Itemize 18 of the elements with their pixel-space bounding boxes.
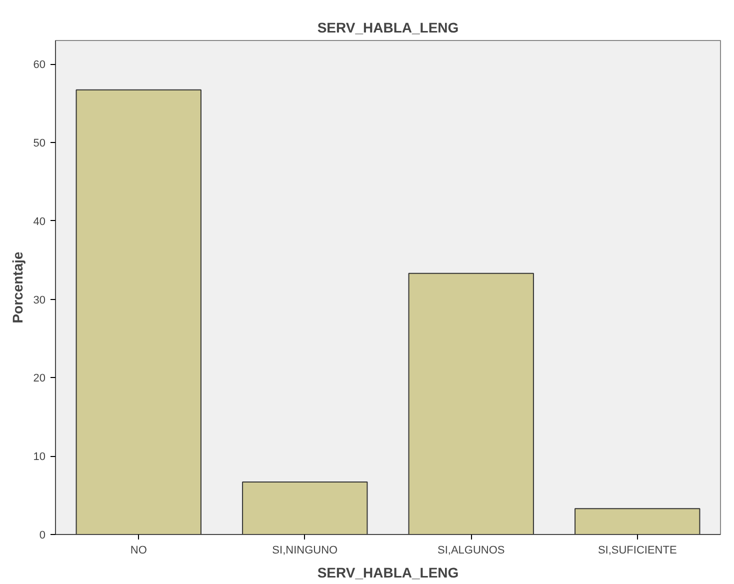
y-tick-label: 50 — [33, 137, 46, 150]
x-tick-label: SI,SUFICIENTE — [598, 544, 677, 556]
y-tick-label: 10 — [33, 451, 46, 464]
y-tick-label: 60 — [33, 59, 46, 72]
bar — [574, 508, 700, 534]
bar — [242, 481, 368, 534]
bar — [76, 89, 202, 534]
y-tick-label: 20 — [33, 372, 46, 385]
y-tick-label: 40 — [33, 216, 46, 228]
chart-title: SERV_HABLA_LENG — [317, 20, 459, 36]
y-tick-label: 30 — [33, 294, 46, 306]
x-tick-label: SI,ALGUNOS — [438, 544, 505, 556]
x-tick-label: NO — [130, 544, 148, 556]
x-axis-title: SERV_HABLA_LENG — [317, 564, 459, 580]
y-axis-title: Porcentaje — [9, 251, 26, 324]
y-tick-label: 0 — [39, 530, 46, 542]
x-tick-label: SI,NINGUNO — [272, 544, 338, 556]
bar — [408, 272, 534, 534]
